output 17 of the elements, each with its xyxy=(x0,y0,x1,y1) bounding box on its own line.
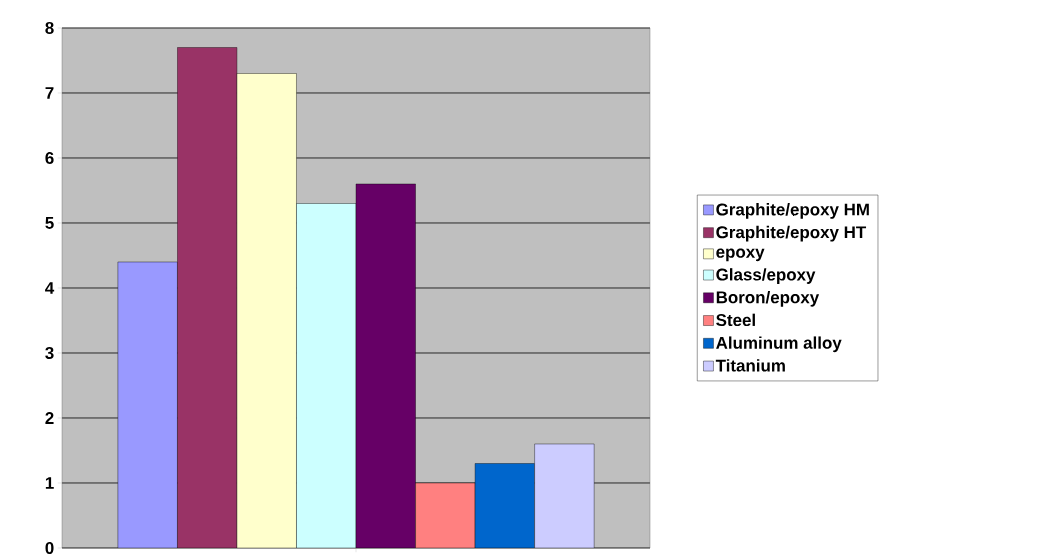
y-tick-label: 4 xyxy=(45,282,55,294)
legend-label: Graphite/epoxy HM xyxy=(716,203,869,219)
y-tick-label: 2 xyxy=(45,412,54,424)
y-tick-label: 1 xyxy=(45,477,54,489)
y-tick-label: 6 xyxy=(45,151,54,164)
y-tick-label: 3 xyxy=(45,346,54,359)
y-tick-label: 0 xyxy=(45,541,54,554)
legend-label: Boron/epoxy xyxy=(716,290,820,307)
y-tick-label: 5 xyxy=(45,217,54,229)
y-tick-label: 7 xyxy=(45,87,54,99)
legend-label: Titanium xyxy=(715,359,785,372)
legend-label: Aluminum alloy xyxy=(716,336,842,353)
legend-label: Glass/epoxy xyxy=(716,268,816,284)
legend-label: Graphite/epoxy HT xyxy=(716,225,867,242)
y-tick-label: 8 xyxy=(45,21,54,34)
legend-label: Steel xyxy=(716,313,755,327)
legend-label: epoxy xyxy=(716,248,765,262)
